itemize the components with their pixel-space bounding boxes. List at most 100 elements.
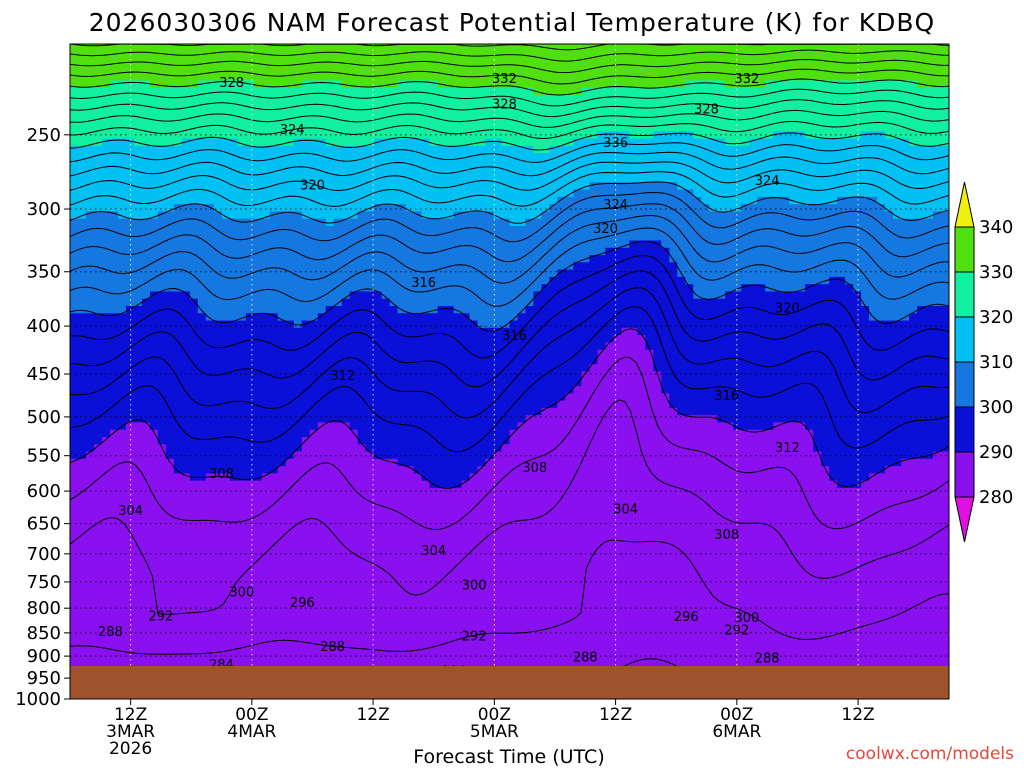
- temperature-cell: [333, 422, 343, 431]
- temperature-cell: [77, 255, 87, 263]
- filled-temperature-bands: [70, 44, 949, 699]
- temperature-cell: [429, 211, 439, 220]
- temperature-cell: [493, 342, 503, 351]
- temperature-cell: [229, 386, 239, 394]
- temperature-cell: [381, 517, 391, 525]
- temperature-cell: [477, 480, 487, 489]
- temperature-cell: [189, 422, 199, 431]
- temperature-cell: [93, 189, 103, 198]
- temperature-cell: [445, 167, 455, 176]
- temperature-cell: [429, 502, 439, 511]
- temperature-cell: [189, 618, 199, 627]
- temperature-cell: [301, 487, 311, 496]
- temperature-cell: [453, 58, 463, 67]
- temperature-cell: [93, 524, 103, 533]
- temperature-cell: [429, 102, 439, 111]
- temperature-cell: [125, 611, 135, 620]
- temperature-cell: [70, 349, 79, 358]
- temperature-cell: [357, 80, 367, 89]
- temperature-cell: [109, 633, 119, 642]
- temperature-cell: [341, 466, 351, 474]
- temperature-cell: [381, 575, 391, 584]
- temperature-cell: [477, 626, 487, 635]
- temperature-cell: [197, 167, 207, 176]
- temperature-cell: [189, 648, 199, 656]
- temperature-cell: [421, 109, 431, 118]
- temperature-cell: [245, 546, 255, 555]
- temperature-cell: [77, 473, 87, 482]
- temperature-cell: [405, 648, 415, 656]
- temperature-cell: [77, 415, 87, 424]
- temperature-cell: [325, 87, 335, 96]
- temperature-cell: [461, 335, 471, 343]
- temperature-cell: [269, 422, 279, 431]
- temperature-cell: [461, 225, 471, 234]
- temperature-cell: [501, 116, 511, 125]
- temperature-cell: [205, 255, 215, 263]
- temperature-cell: [229, 466, 239, 474]
- temperature-cell: [173, 102, 183, 111]
- temperature-cell: [309, 589, 319, 598]
- temperature-cell: [381, 437, 391, 445]
- temperature-cell: [301, 597, 311, 605]
- temperature-cell: [293, 233, 303, 242]
- temperature-cell: [125, 175, 135, 183]
- temperature-cell: [141, 371, 151, 380]
- temperature-cell: [141, 356, 151, 365]
- temperature-cell: [325, 233, 335, 242]
- temperature-cell: [285, 655, 295, 664]
- temperature-cell: [205, 560, 215, 569]
- temperature-cell: [341, 415, 351, 424]
- temperature-cell: [133, 407, 143, 416]
- temperature-cell: [309, 189, 319, 198]
- temperature-cell: [397, 175, 407, 183]
- temperature-cell: [93, 58, 103, 67]
- temperature-cell: [213, 604, 223, 613]
- temperature-cell: [445, 466, 455, 474]
- temperature-cell: [333, 568, 343, 576]
- temperature-cell: [365, 386, 375, 394]
- temperature-cell: [70, 386, 79, 394]
- temperature-cell: [293, 604, 303, 613]
- temperature-cell: [381, 480, 391, 489]
- temperature-cell: [93, 611, 103, 620]
- temperature-cell: [365, 640, 375, 649]
- temperature-cell: [461, 546, 471, 555]
- temperature-cell: [397, 386, 407, 394]
- temperature-cell: [445, 247, 455, 256]
- temperature-cell: [181, 502, 191, 511]
- temperature-cell: [109, 538, 119, 547]
- temperature-cell: [301, 517, 311, 525]
- temperature-cell: [117, 553, 127, 562]
- temperature-cell: [269, 94, 279, 103]
- temperature-cell: [445, 371, 455, 380]
- temperature-cell: [165, 444, 175, 453]
- temperature-cell: [413, 65, 423, 74]
- temperature-cell: [277, 480, 287, 489]
- temperature-cell: [301, 306, 311, 314]
- temperature-cell: [189, 233, 199, 242]
- temperature-cell: [157, 429, 167, 438]
- temperature-cell: [293, 262, 303, 271]
- temperature-cell: [301, 160, 311, 169]
- temperature-cell: [253, 422, 263, 431]
- temperature-cell: [221, 378, 231, 387]
- temperature-cell: [181, 458, 191, 467]
- temperature-cell: [397, 437, 407, 445]
- temperature-cell: [117, 306, 127, 314]
- temperature-cell: [485, 262, 495, 271]
- temperature-cell: [501, 356, 511, 365]
- temperature-cell: [133, 378, 143, 387]
- temperature-cell: [141, 618, 151, 627]
- temperature-cell: [365, 80, 375, 89]
- temperature-cell: [221, 102, 231, 111]
- temperature-cell: [485, 429, 495, 438]
- temperature-cell: [285, 415, 295, 424]
- temperature-cell: [381, 386, 391, 394]
- temperature-cell: [429, 327, 439, 336]
- temperature-cell: [317, 320, 327, 329]
- temperature-cell: [181, 582, 191, 591]
- temperature-cell: [77, 335, 87, 343]
- temperature-cell: [125, 102, 135, 111]
- temperature-cell: [269, 196, 279, 205]
